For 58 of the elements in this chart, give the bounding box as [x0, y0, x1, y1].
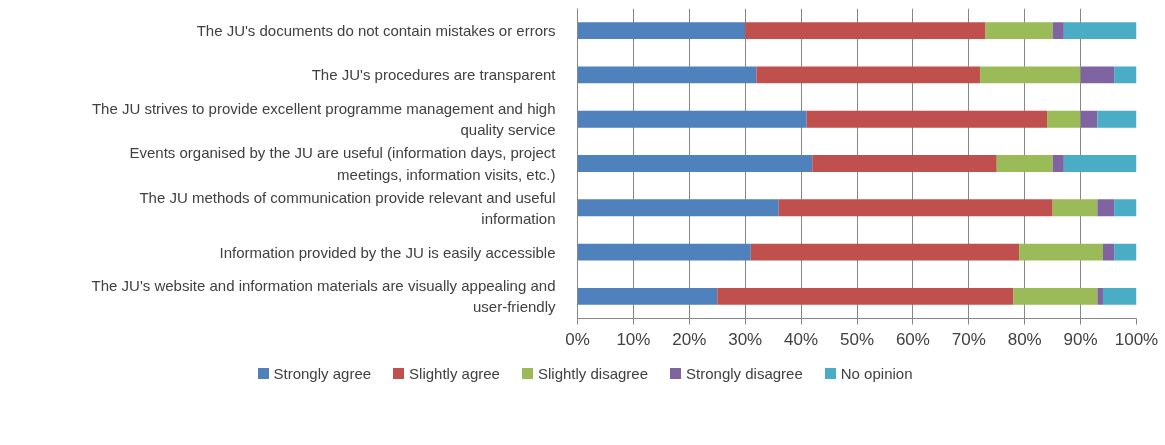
bar [1097, 199, 1115, 217]
bar [1080, 66, 1115, 84]
bar [577, 66, 757, 84]
bar [745, 22, 986, 40]
bar [806, 110, 1048, 128]
legend-label: Strongly agree [273, 364, 372, 384]
y-tick-label: Information provided by the JU is easily accessible [219, 243, 556, 261]
bar [1052, 199, 1098, 217]
y-tick-label: The JU's procedures are transparent [311, 66, 557, 84]
bar [1052, 22, 1064, 40]
bar [778, 199, 1053, 217]
bar [750, 243, 1020, 261]
bar [1114, 243, 1137, 261]
bar [577, 199, 779, 217]
legend-label: No opinion [840, 364, 913, 384]
bar [1047, 110, 1081, 128]
bar [1080, 110, 1098, 128]
x-tick-label: 90% [1063, 329, 1098, 349]
legend-label: Slightly disagree [537, 364, 649, 384]
bar [979, 66, 1081, 84]
bar [577, 287, 718, 305]
bar [577, 110, 807, 128]
y-tick-label: The JU strives to provide excellent programme management and high quality service [91, 100, 556, 139]
bar [812, 155, 997, 172]
x-tick-label: 100% [1114, 329, 1159, 349]
legend-label: Strongly disagree [686, 364, 803, 384]
x-tick-label: 20% [672, 329, 707, 349]
y-tick-label: Events organised by the JU are useful (information days, project meetings, information visits, etc.) [129, 144, 557, 183]
bar [577, 22, 746, 40]
bar [1019, 243, 1103, 261]
bar [1097, 287, 1103, 305]
bar [1102, 287, 1137, 305]
bar [985, 22, 1053, 40]
legend-label: Slightly agree [409, 364, 500, 384]
bar [1063, 22, 1137, 40]
x-tick-label: 60% [895, 329, 930, 349]
bar [717, 287, 1014, 305]
x-tick-label: 0% [565, 329, 590, 349]
x-tick-label: 50% [839, 329, 875, 349]
bar [756, 66, 980, 84]
x-tick-label: 10% [616, 329, 651, 349]
y-tick-label: The JU methods of communication provide relevant and useful information [139, 188, 556, 227]
x-tick-label: 30% [728, 329, 763, 349]
bar [1052, 155, 1064, 172]
bar [1114, 199, 1137, 217]
bar [1013, 287, 1098, 305]
bar [577, 243, 751, 261]
y-tick-label: The JU's documents do not contain mistakes or errors [196, 22, 556, 40]
x-tick-label: 70% [951, 329, 986, 349]
y-tick-label: The JU's website and information materials are visually appealing and user-friendly [91, 277, 556, 316]
x-tick-label: 40% [784, 329, 819, 349]
bar [577, 155, 813, 172]
bar [1114, 66, 1137, 84]
bar [1063, 155, 1137, 172]
bar [1097, 110, 1137, 128]
bar [996, 155, 1053, 172]
x-tick-label: 80% [1007, 329, 1042, 349]
bar [1102, 243, 1115, 261]
